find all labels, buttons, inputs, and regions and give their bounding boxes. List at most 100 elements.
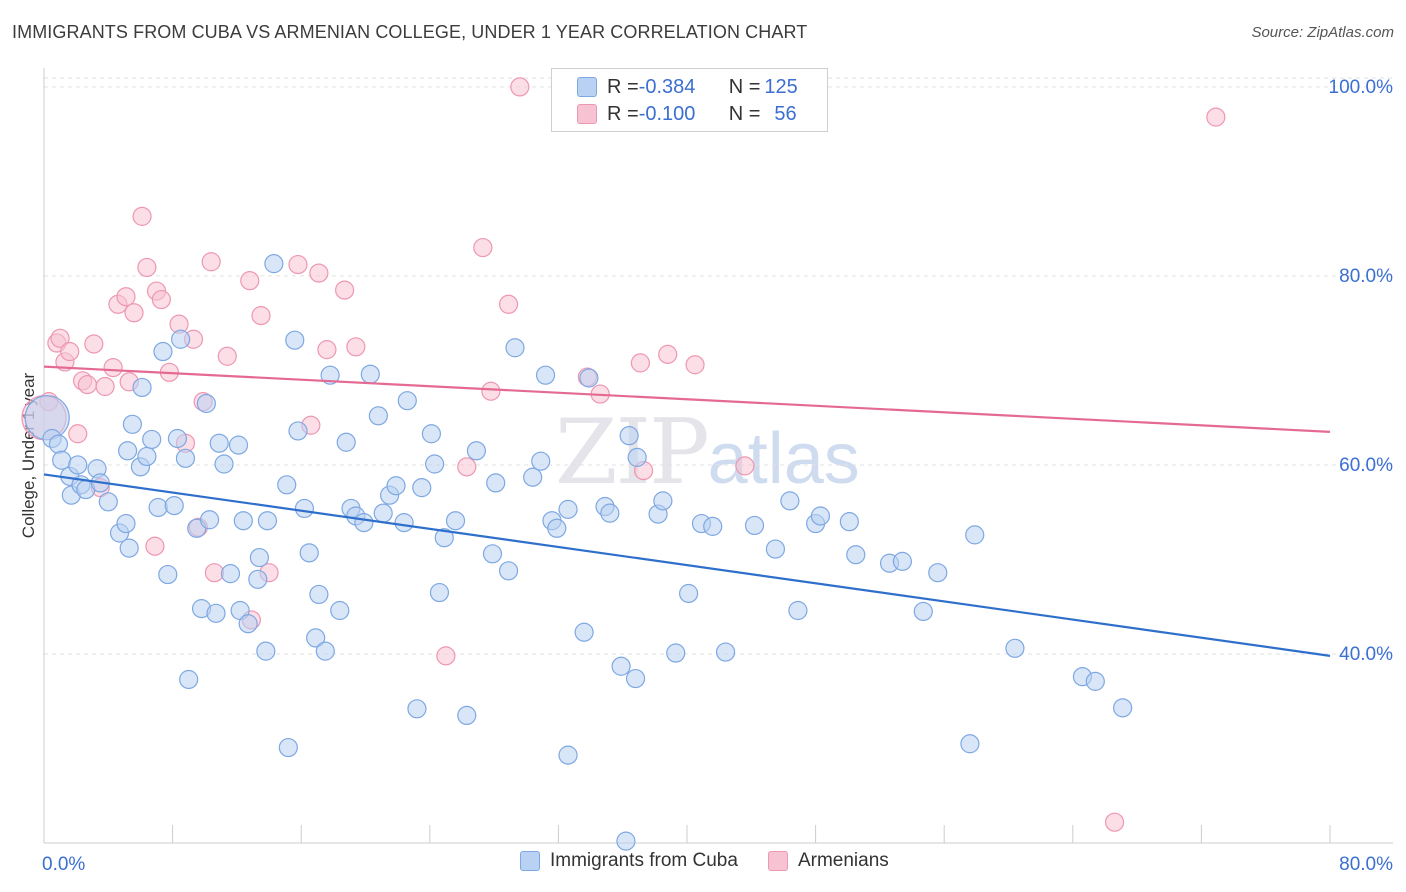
point-armenians-20 xyxy=(151,289,171,310)
point-armenians-8 xyxy=(84,334,104,354)
point-cuba-78 xyxy=(486,473,506,493)
point-cuba-114 xyxy=(928,563,948,583)
legend-n-value-cuba: 125 xyxy=(764,75,798,98)
point-armenians-45 xyxy=(510,77,530,97)
point-cuba-85 xyxy=(547,518,567,538)
point-cuba-66 xyxy=(394,513,414,533)
point-cuba-2 xyxy=(48,434,69,454)
point-cuba-13 xyxy=(117,441,138,461)
point-armenians-28 xyxy=(204,563,224,583)
point-cuba-20 xyxy=(142,429,162,450)
point-armenians-15 xyxy=(124,303,144,323)
point-cuba-65 xyxy=(386,476,406,496)
point-cuba-92 xyxy=(611,656,631,676)
series-legend: Immigrants from Cuba Armenians xyxy=(520,850,919,872)
legend-n-label-cuba: N = xyxy=(728,75,761,98)
point-armenians-11 xyxy=(103,358,123,378)
legend-row-armenians: R = -0.100 N = 56 xyxy=(577,101,797,127)
point-armenians-10 xyxy=(95,376,115,397)
point-cuba-28 xyxy=(179,669,199,690)
point-cuba-91 xyxy=(600,503,620,523)
point-cuba-37 xyxy=(228,435,249,455)
point-cuba-89 xyxy=(579,368,599,388)
point-cuba-60 xyxy=(354,513,374,533)
point-cuba-49 xyxy=(288,421,308,441)
y-tick-label-1: 60.0% xyxy=(1339,455,1393,476)
legend-r-label-armenians: R = xyxy=(607,102,639,125)
point-armenians-27 xyxy=(201,252,221,272)
point-cuba-79 xyxy=(498,561,519,581)
point-cuba-71 xyxy=(425,454,445,474)
point-cuba-95 xyxy=(627,447,647,467)
source-label: Source: ZipAtlas.com xyxy=(1251,24,1394,41)
point-cuba-101 xyxy=(703,516,723,536)
point-armenians-2 xyxy=(50,328,70,348)
point-cuba-68 xyxy=(407,699,427,719)
point-cuba-104 xyxy=(765,539,786,559)
point-armenians-44 xyxy=(498,294,519,314)
point-cuba-70 xyxy=(421,424,442,444)
point-cuba-112 xyxy=(892,551,913,571)
point-armenians-30 xyxy=(240,271,260,291)
point-cuba-54 xyxy=(315,641,335,661)
point-cuba-73 xyxy=(434,528,454,548)
point-cuba-39 xyxy=(233,511,253,531)
series-legend-swatch-cuba xyxy=(520,851,540,871)
point-cuba-77 xyxy=(482,544,503,564)
point-cuba-53 xyxy=(309,584,329,605)
point-cuba-25 xyxy=(167,428,188,449)
point-cuba-15 xyxy=(119,538,139,558)
point-cuba-40 xyxy=(238,614,258,634)
series-legend-label-armenians: Armenians xyxy=(797,850,889,871)
series-legend-cuba: Immigrants from Cuba xyxy=(520,850,738,872)
series-legend-label-cuba: Immigrants from Cuba xyxy=(550,850,738,871)
legend-swatch-cuba xyxy=(577,77,597,97)
point-cuba-80 xyxy=(505,338,525,358)
y-tick-label-3: 100.0% xyxy=(1329,77,1394,98)
point-armenians-41 xyxy=(457,457,477,477)
point-cuba-22 xyxy=(153,341,173,362)
point-cuba-106 xyxy=(788,600,808,621)
point-cuba-42 xyxy=(249,547,270,568)
point-cuba-21 xyxy=(148,497,168,518)
point-armenians-42 xyxy=(473,237,493,258)
point-armenians-13 xyxy=(116,287,136,307)
point-cuba-76 xyxy=(466,441,487,461)
point-armenians-38 xyxy=(335,280,355,300)
point-cuba-69 xyxy=(412,478,432,498)
point-cuba-41 xyxy=(248,569,268,589)
point-cuba-35 xyxy=(214,454,234,474)
point-cuba-51 xyxy=(299,543,319,563)
point-cuba-83 xyxy=(535,365,556,385)
point-cuba-98 xyxy=(666,643,686,663)
point-cuba-97 xyxy=(653,491,673,511)
point-cuba-18 xyxy=(132,377,152,398)
legend-r-value-armenians: -0.100 xyxy=(638,102,696,125)
point-armenians-34 xyxy=(288,254,308,275)
series-legend-armenians: Armenians xyxy=(767,850,889,872)
legend-row-cuba: R = -0.384 N = 125 xyxy=(577,74,798,100)
series-legend-swatch-armenians xyxy=(767,851,788,871)
point-armenians-39 xyxy=(346,337,366,357)
point-armenians-54 xyxy=(1206,107,1226,127)
point-cuba-115 xyxy=(960,734,980,754)
point-cuba-117 xyxy=(1005,638,1025,658)
point-cuba-116 xyxy=(965,525,985,545)
point-cuba-121 xyxy=(616,831,636,851)
point-cuba-72 xyxy=(429,582,450,603)
point-cuba-57 xyxy=(336,432,356,452)
point-cuba-81 xyxy=(523,467,543,487)
point-cuba-34 xyxy=(209,433,229,453)
point-cuba-99 xyxy=(679,583,699,604)
point-cuba-11 xyxy=(98,492,118,512)
point-cuba-44 xyxy=(257,511,278,531)
point-armenians-37 xyxy=(317,340,337,360)
point-cuba-32 xyxy=(199,510,220,530)
point-cuba-56 xyxy=(330,600,350,621)
point-armenians-40 xyxy=(436,646,456,666)
point-cuba-119 xyxy=(1085,671,1105,691)
point-cuba-74 xyxy=(445,511,466,531)
point-armenians-7 xyxy=(77,375,98,395)
point-cuba-23 xyxy=(158,564,178,585)
